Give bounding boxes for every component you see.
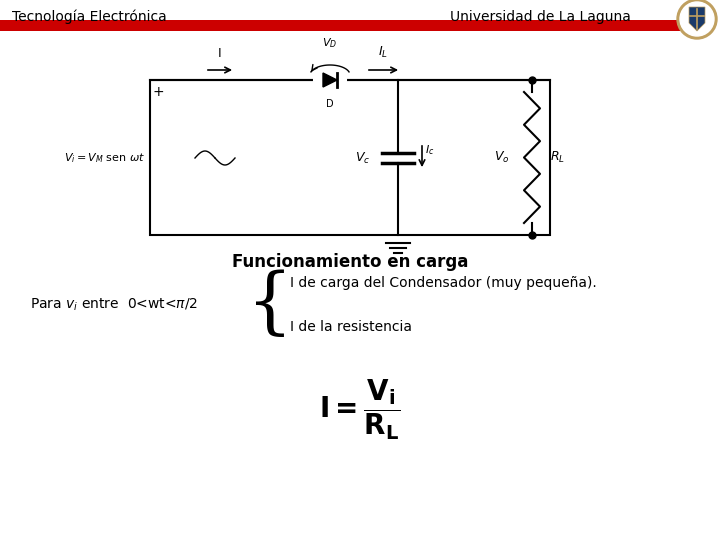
Bar — [0, 20, 680, 31]
Circle shape — [677, 0, 717, 39]
Text: Universidad de La Laguna: Universidad de La Laguna — [450, 10, 631, 24]
Text: $I_c$: $I_c$ — [425, 143, 434, 157]
Text: Para $v_i$ entre  0<wt<$\pi$/2: Para $v_i$ entre 0<wt<$\pi$/2 — [30, 297, 198, 313]
Text: +: + — [152, 85, 164, 99]
Polygon shape — [323, 73, 337, 87]
Text: $V_i = V_M$ sen $\omega t$: $V_i = V_M$ sen $\omega t$ — [64, 151, 145, 165]
Circle shape — [185, 138, 225, 178]
Text: I: I — [218, 47, 222, 60]
Circle shape — [314, 64, 346, 96]
Text: $V_D$: $V_D$ — [323, 36, 338, 50]
Text: $I_L$: $I_L$ — [378, 45, 388, 60]
Text: Tecnología Electrónica: Tecnología Electrónica — [12, 10, 167, 24]
Text: Funcionamiento en carga: Funcionamiento en carga — [232, 253, 468, 271]
Text: {: { — [247, 270, 293, 340]
Text: D: D — [326, 99, 334, 109]
Text: $V_o$: $V_o$ — [495, 150, 510, 165]
Text: $V_c$: $V_c$ — [355, 151, 370, 166]
Text: I de carga del Condensador (muy pequeña).: I de carga del Condensador (muy pequeña)… — [290, 276, 597, 290]
Text: $\mathbf{I = \dfrac{V_i}{R_L}}$: $\mathbf{I = \dfrac{V_i}{R_L}}$ — [320, 378, 400, 442]
Text: $R_L$: $R_L$ — [550, 150, 565, 165]
Polygon shape — [689, 7, 705, 31]
Bar — [150, 80, 550, 235]
Circle shape — [680, 2, 714, 36]
Text: I de la resistencia: I de la resistencia — [290, 320, 412, 334]
